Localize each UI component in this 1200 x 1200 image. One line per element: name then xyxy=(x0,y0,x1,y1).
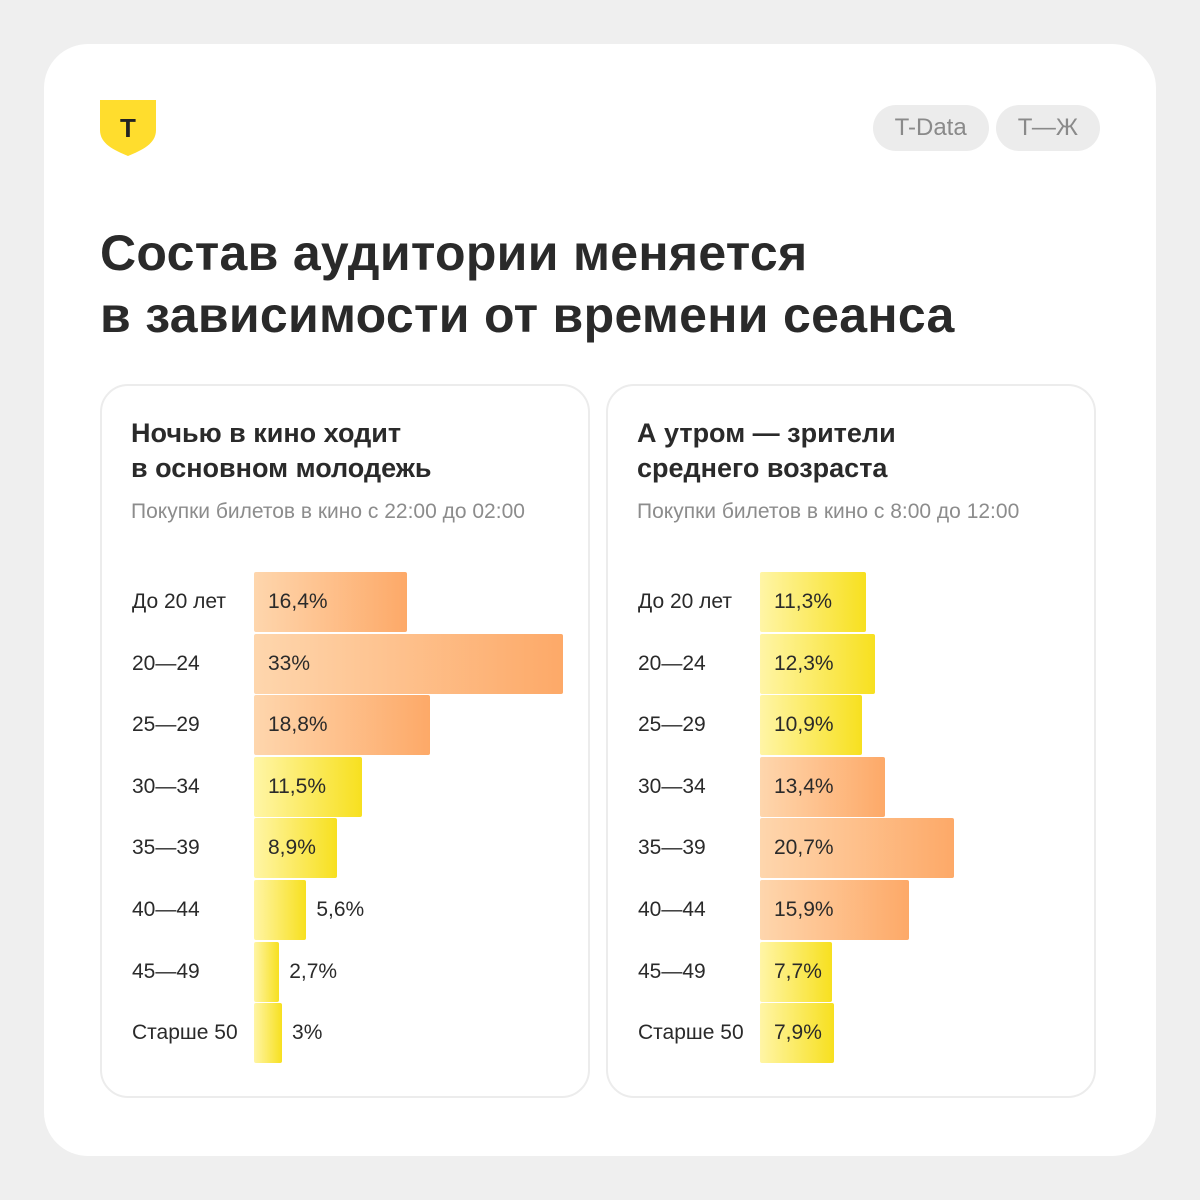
category-label: Старше 50 xyxy=(638,1021,744,1045)
category-label: 40—44 xyxy=(638,898,706,921)
bar-row: 30—34 11,5% xyxy=(102,756,588,817)
bar-row: 40—44 5,6% xyxy=(102,880,588,940)
value-label: 7,7% xyxy=(774,959,822,983)
bar xyxy=(254,633,563,694)
morning-chart-subtitle: Покупки билетов в кино с 8:00 до 12:00 xyxy=(637,500,1020,523)
value-label: 16,4% xyxy=(268,590,328,613)
night-chart-bars: До 20 лет 16,4% 20—24 33% 25—29 18,8% 30—34 11,… xyxy=(102,386,588,1096)
category-label: 45—49 xyxy=(132,959,200,983)
tag-tdata[interactable]: T-Data xyxy=(872,105,989,151)
tbank-logo-icon: Т xyxy=(100,100,156,156)
category-label: 25—29 xyxy=(132,713,200,737)
night-chart-title-line2: в основном молодежь xyxy=(131,453,432,483)
category-label: 35—39 xyxy=(638,836,706,860)
bar xyxy=(760,941,832,1002)
morning-chart-title-line1: А утром — зрители xyxy=(637,418,896,448)
bar-row: 35—39 8,9% xyxy=(102,818,588,879)
value-label: 13,4% xyxy=(774,774,834,798)
category-label: 20—24 xyxy=(638,651,706,675)
bar xyxy=(254,941,280,1002)
category-label: До 20 лет xyxy=(132,590,227,613)
value-label: 10,9% xyxy=(774,713,834,737)
bar-row: 25—29 18,8% xyxy=(102,695,588,756)
category-label: 30—34 xyxy=(638,774,706,798)
bar-row: 20—24 33% xyxy=(102,633,588,694)
tag-tj[interactable]: Т—Ж xyxy=(995,105,1100,151)
category-label: 20—24 xyxy=(132,651,200,675)
bar-row: Старше 50 3% xyxy=(102,1003,588,1064)
bar-row: 20—24 12,3% xyxy=(608,633,1094,694)
night-chart-title: Ночью в кино ходит в основном молодежь xyxy=(131,416,571,486)
bar xyxy=(760,633,875,694)
value-label: 20,7% xyxy=(774,836,834,860)
bar-row: 45—49 7,7% xyxy=(608,941,1094,1002)
night-chart-subtitle: Покупки билетов в кино с 22:00 до 02:00 xyxy=(131,500,525,523)
bar xyxy=(254,695,430,756)
bar-row: До 20 лет 16,4% xyxy=(102,572,588,632)
bar-row: Старше 50 7,9% xyxy=(608,1003,1094,1064)
page-title-line2: в зависимости от времени сеанса xyxy=(100,287,955,343)
category-label: 30—34 xyxy=(132,774,200,798)
bar xyxy=(254,572,408,632)
morning-chart-panel: А утром — зрители среднего возраста Поку… xyxy=(606,384,1096,1098)
bar xyxy=(760,818,954,879)
tag-list: T-Data Т—Ж xyxy=(872,105,1100,151)
value-label: 8,9% xyxy=(268,836,316,860)
bar xyxy=(760,880,909,940)
page-title: Состав аудитории меняется в зависимости … xyxy=(100,222,1100,346)
category-label: До 20 лет xyxy=(638,590,733,613)
category-label: 45—49 xyxy=(638,959,706,983)
bar xyxy=(760,695,862,756)
value-label: 18,8% xyxy=(268,713,328,737)
value-label: 33% xyxy=(268,651,311,675)
night-chart-panel: Ночью в кино ходит в основном молодежь П… xyxy=(100,384,590,1098)
category-label: 25—29 xyxy=(638,713,706,737)
svg-text:Т: Т xyxy=(120,113,136,143)
bar-row: До 20 лет 11,3% xyxy=(608,572,1094,632)
value-label: 5,6% xyxy=(316,898,365,921)
infographic-card: Т T-Data Т—Ж Состав аудитории меняется в… xyxy=(44,44,1156,1156)
morning-chart-title-line2: среднего возраста xyxy=(637,453,888,483)
bar xyxy=(760,572,866,632)
bar xyxy=(760,756,886,817)
bar-row: 30—34 13,4% xyxy=(608,756,1094,817)
value-label: 11,5% xyxy=(268,774,326,798)
value-label: 7,9% xyxy=(774,1021,822,1045)
bar-row: 35—39 20,7% xyxy=(608,818,1094,879)
morning-chart-title: А утром — зрители среднего возраста xyxy=(637,416,1077,486)
value-label: 12,3% xyxy=(774,651,834,675)
bar-row: 40—44 15,9% xyxy=(608,880,1094,940)
bar xyxy=(254,756,362,817)
bar-row: 25—29 10,9% xyxy=(608,695,1094,756)
night-chart-title-line1: Ночью в кино ходит xyxy=(131,418,402,448)
bar xyxy=(254,880,307,940)
bar xyxy=(254,1003,283,1064)
value-label: 2,7% xyxy=(289,959,338,983)
category-label: 40—44 xyxy=(132,898,200,921)
value-label: 15,9% xyxy=(774,898,834,921)
page-title-line1: Состав аудитории меняется xyxy=(100,225,808,281)
bar xyxy=(760,1003,834,1064)
category-label: 35—39 xyxy=(132,836,200,860)
value-label: 3% xyxy=(292,1021,323,1045)
category-label: Старше 50 xyxy=(132,1021,238,1045)
bar xyxy=(254,818,338,879)
bar-row: 45—49 2,7% xyxy=(102,941,588,1002)
morning-chart-bars: До 20 лет 11,3% 20—24 12,3% 25—29 10,9% 30—34 1… xyxy=(608,386,1094,1096)
value-label: 11,3% xyxy=(774,590,832,613)
